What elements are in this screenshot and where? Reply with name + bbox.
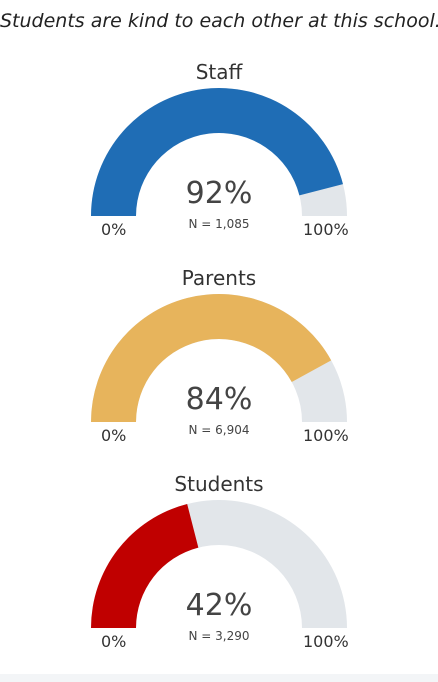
gauge-svg-parents	[91, 293, 347, 422]
gauge-value-staff: 92%	[185, 176, 253, 211]
gauge-fill-staff	[91, 88, 343, 216]
gauge-min-label-students: 0%	[101, 632, 127, 651]
gauge-value-students: 42%	[185, 588, 253, 623]
gauge-n-students: N = 3,290	[188, 629, 250, 643]
gauge-value-parents: 84%	[185, 382, 253, 417]
gauge-fill-parents	[91, 293, 332, 422]
gauge-students: Students 42% N = 3,290 0% 100%	[0, 472, 438, 672]
gauge-max-label-parents: 100%	[303, 426, 349, 445]
gauge-max-label-students: 100%	[303, 632, 349, 651]
gauge-parents: Parents 84% N = 6,904 0% 100%	[0, 266, 438, 466]
gauge-title-students: Students	[174, 472, 264, 496]
gauge-title-staff: Staff	[195, 60, 243, 84]
gauge-fill-students	[91, 504, 199, 628]
gauge-svg-students	[91, 500, 347, 628]
bottom-strip	[0, 674, 438, 682]
gauge-n-staff: N = 1,085	[188, 217, 250, 231]
gauge-n-parents: N = 6,904	[188, 423, 250, 437]
gauge-svg-staff	[91, 88, 347, 216]
gauge-max-label-staff: 100%	[303, 220, 349, 239]
gauge-title-parents: Parents	[181, 266, 257, 290]
gauge-min-label-parents: 0%	[101, 426, 127, 445]
chart-title: Students are kind to each other at this …	[0, 10, 438, 32]
gauge-staff: Staff 92% N = 1,085 0% 100%	[0, 60, 438, 260]
gauge-min-label-staff: 0%	[101, 220, 127, 239]
